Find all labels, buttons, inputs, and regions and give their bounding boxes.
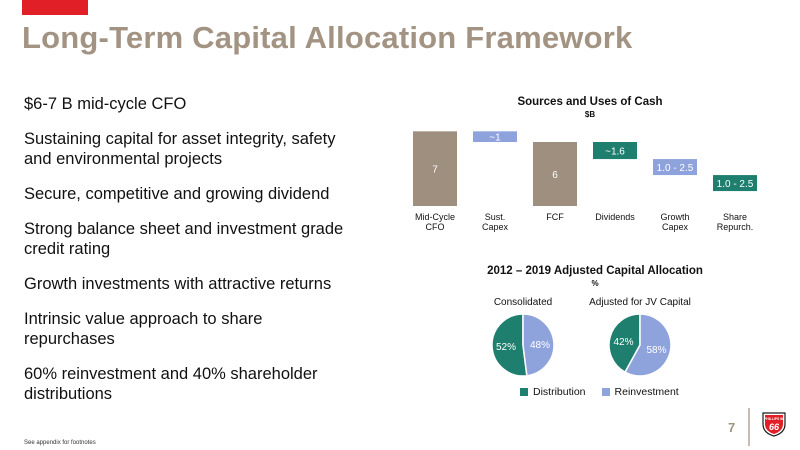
pie-title: Adjusted for JV Capital	[589, 297, 691, 308]
pie-slice-label: 52%	[496, 342, 516, 353]
pie-slice	[624, 313, 672, 377]
logo-text: PHILLIPS 66	[764, 417, 784, 421]
pie-slice	[491, 313, 528, 377]
pie-slice-label: 42%	[613, 337, 633, 348]
bullet-item: 60% reinvestment and 40% shareholder dis…	[24, 365, 318, 403]
waterfall-category-label: Sust. Capex	[482, 212, 509, 232]
phillips-66-logo: PHILLIPS 66 66	[762, 412, 786, 437]
waterfall-bar	[413, 131, 457, 206]
bullet-item: Growth investments with attractive retur…	[24, 275, 332, 293]
waterfall-chart-title: Sources and Uses of Cash	[517, 96, 663, 108]
waterfall-chart: 7 Mid-Cycle CFO ~1 Sust. Capex 6 FCF ~1.6 Dividen…	[413, 131, 757, 232]
pie-charts: Consolidated 52% 48% Adjusted for JV Capita…	[491, 297, 691, 377]
pie-slice-label: 48%	[530, 340, 550, 351]
slide-title: Long-Term Capital Allocation Framework	[22, 20, 633, 55]
bullet-item: Secure, competitive and growing dividend	[24, 185, 330, 203]
waterfall-data-label: 1.0 - 2.5	[657, 163, 694, 174]
waterfall-bar	[473, 131, 517, 142]
waterfall-data-label: ~1.6	[605, 147, 625, 158]
legend-swatch	[601, 388, 610, 396]
waterfall-data-label: 6	[552, 170, 558, 181]
waterfall-category-label: Mid-Cycle CFO	[415, 212, 455, 232]
bullet-item: $6-7 B mid-cycle CFO	[24, 95, 187, 113]
waterfall-bar	[653, 159, 697, 176]
waterfall-bar	[533, 142, 577, 206]
page-divider	[748, 408, 750, 446]
brand-red-bar	[22, 0, 88, 15]
legend-item-reinvestment: Reinvestment	[601, 386, 679, 398]
bullet-list: $6-7 B mid-cycle CFO Sustaining capital …	[24, 94, 354, 419]
waterfall-chart-unit: $B	[584, 110, 596, 119]
legend-item-distribution: Distribution	[520, 386, 586, 398]
pie-chart-unit: %	[591, 279, 599, 288]
waterfall-category-label: Share Repurch.	[717, 212, 754, 232]
pie-title: Consolidated	[494, 297, 552, 308]
footnote: See appendix for footnotes	[24, 440, 96, 446]
waterfall-data-label: 7	[432, 165, 438, 176]
waterfall-category-label: Growth Capex	[660, 212, 689, 232]
pie-legend: Distribution Reinvestment	[520, 386, 695, 398]
pie-chart-title: 2012 – 2019 Adjusted Capital Allocation	[487, 265, 703, 277]
bullet-item: Strong balance sheet and investment grad…	[24, 220, 344, 258]
waterfall-bar	[593, 142, 637, 160]
svg-text:66: 66	[769, 422, 780, 432]
waterfall-bar	[713, 175, 757, 192]
bullet-item: Sustaining capital for asset integrity, …	[24, 130, 336, 168]
page-number: 7	[728, 420, 736, 435]
legend-label: Reinvestment	[614, 386, 679, 398]
bullet-item: Intrinsic value approach to share repurc…	[24, 310, 263, 348]
legend-swatch	[520, 388, 528, 396]
legend-label: Distribution	[533, 386, 586, 398]
pie-slice	[522, 313, 555, 377]
pie-slice-label: 58%	[647, 345, 667, 356]
waterfall-data-label: ~1	[489, 133, 501, 144]
waterfall-data-label: 1.0 - 2.5	[717, 179, 754, 190]
waterfall-category-label: FCF	[546, 212, 564, 222]
waterfall-category-label: Dividends	[595, 212, 635, 222]
